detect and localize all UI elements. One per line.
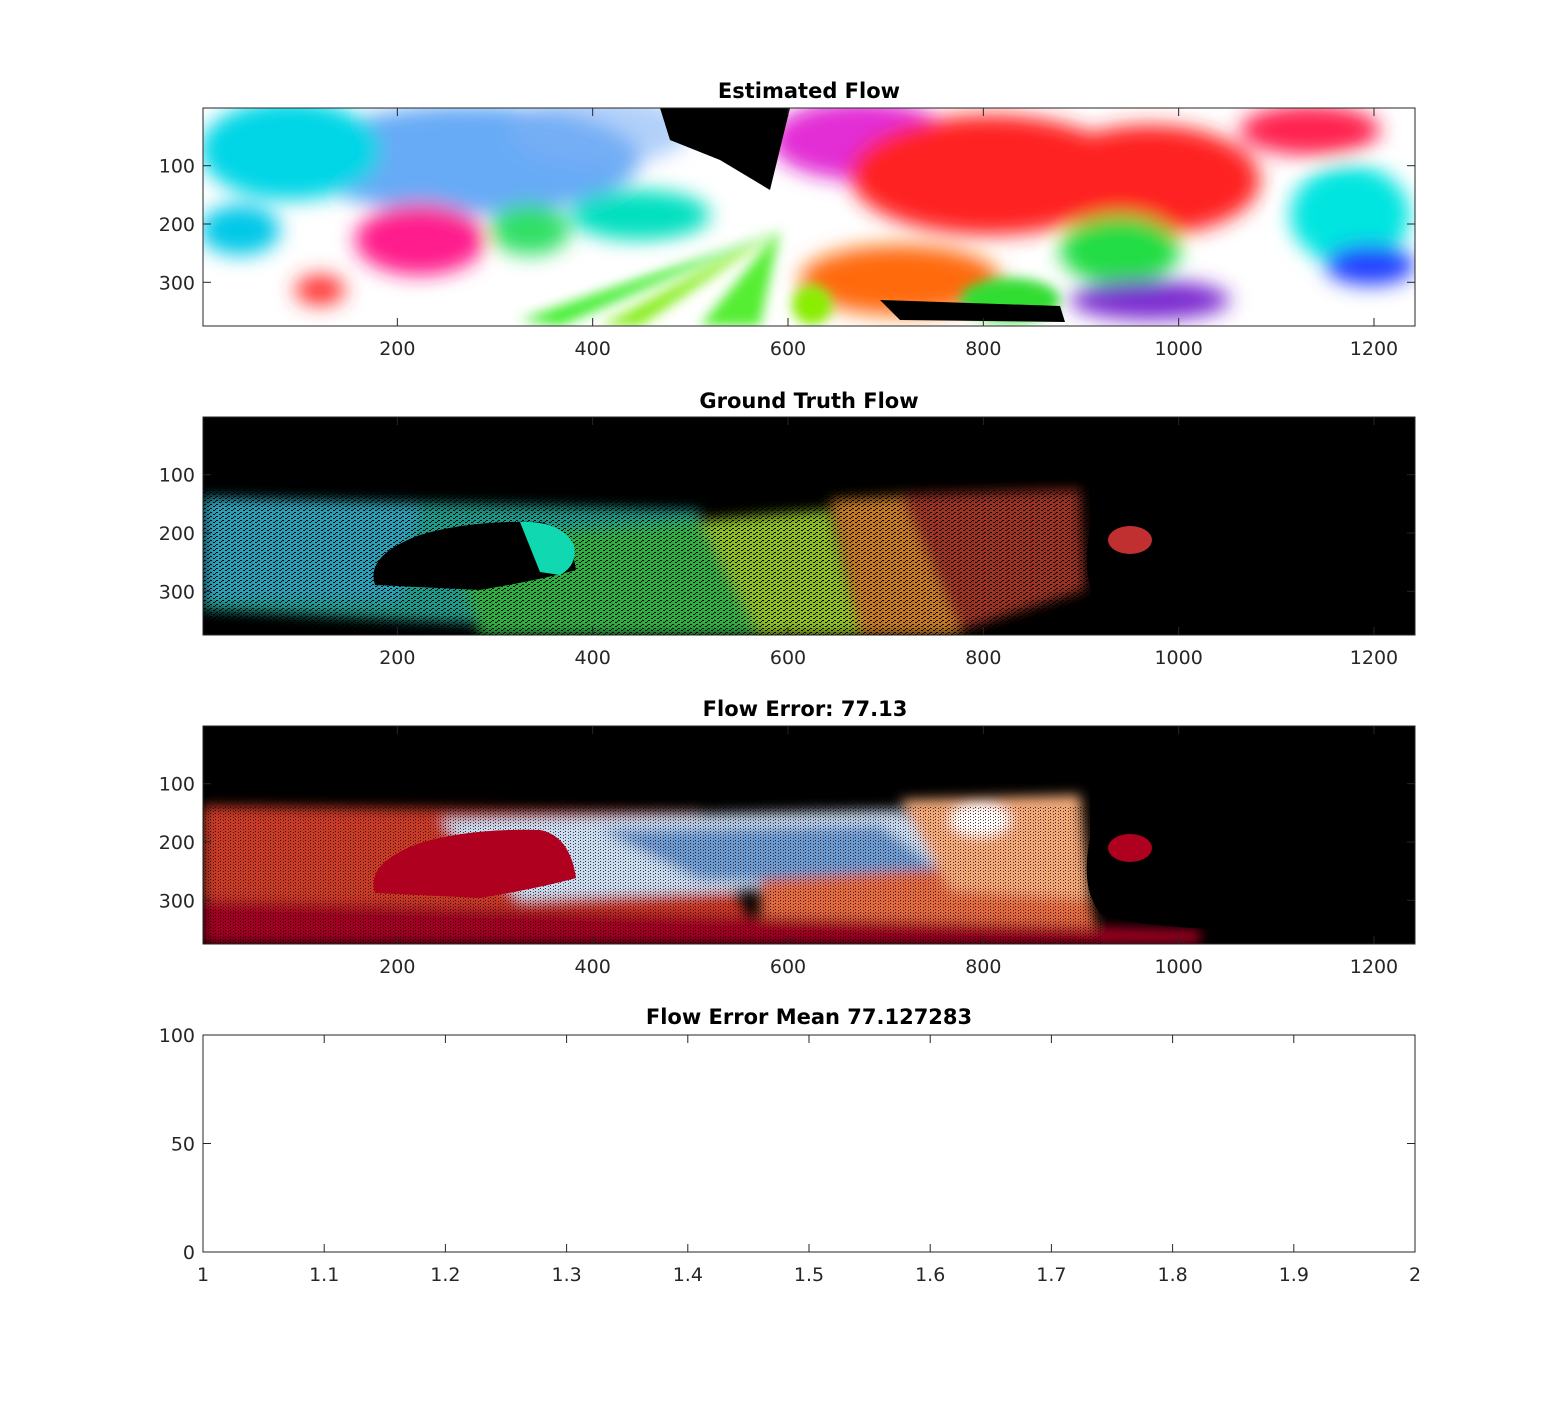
axes-frame-error-mean	[202, 1034, 1416, 1253]
y-tick-label: 50	[171, 1134, 195, 1156]
panel-flow-error-mean: Flow Error Mean 77.127283 1 1.1 1.2 1.3 1.4 1…	[159, 1005, 1421, 1286]
x-tick-label: 200	[379, 956, 415, 978]
x-tick-label: 1000	[1154, 956, 1202, 978]
axes-frame-estimated	[202, 107, 1416, 327]
panel-flow-error: Flow Error: 77.13 200 400 600 800 1000 1200 10…	[159, 697, 1416, 978]
x-tick-label: 600	[770, 956, 806, 978]
x-tick-label: 1.9	[1279, 1264, 1309, 1286]
x-tick-label: 400	[575, 647, 611, 669]
y-tick-label: 200	[159, 214, 195, 236]
x-tick-label: 600	[770, 338, 806, 360]
ticks-error: 200 400 600 800 1000 1200 100 200 300	[159, 726, 1415, 978]
x-tick-label: 1.3	[551, 1264, 581, 1286]
panel-title-estimated-flow: Estimated Flow	[718, 79, 900, 103]
axes-frame-error	[202, 725, 1416, 945]
x-tick-label: 1.8	[1157, 1264, 1187, 1286]
y-tick-label: 100	[159, 465, 195, 487]
x-tick-label: 1200	[1350, 647, 1398, 669]
flow-image-error	[203, 726, 1415, 944]
x-tick-label: 600	[770, 647, 806, 669]
x-tick-label: 1.6	[915, 1264, 945, 1286]
x-tick-label: 2	[1409, 1264, 1421, 1286]
y-tick-label: 300	[159, 890, 195, 912]
x-tick-label: 1.2	[430, 1264, 460, 1286]
x-tick-label: 400	[575, 956, 611, 978]
x-tick-label: 1.4	[673, 1264, 703, 1286]
x-tick-label: 1000	[1154, 647, 1202, 669]
x-tick-label: 1.7	[1036, 1264, 1066, 1286]
y-tick-label: 200	[159, 832, 195, 854]
x-tick-label: 1000	[1154, 338, 1202, 360]
panel-title-flow-error: Flow Error: 77.13	[703, 697, 908, 721]
flow-image-estimated	[203, 108, 1415, 326]
y-tick-label: 100	[159, 774, 195, 796]
ticks-ground-truth: 200 400 600 800 1000 1200 100 200 300	[159, 417, 1415, 669]
y-tick-label: 200	[159, 523, 195, 545]
axes-frame-ground-truth	[202, 416, 1416, 636]
ticks-estimated: 200 400 600 800 1000 1200 100 200 300	[159, 108, 1415, 360]
x-tick-label: 1.5	[794, 1264, 824, 1286]
x-tick-label: 800	[965, 956, 1001, 978]
y-tick-label: 100	[159, 156, 195, 178]
panel-title-flow-error-mean: Flow Error Mean 77.127283	[646, 1005, 972, 1029]
panel-estimated-flow: Estimated Flow	[159, 79, 1416, 360]
x-tick-label: 1200	[1350, 338, 1398, 360]
x-tick-label: 200	[379, 338, 415, 360]
panel-title-ground-truth-flow: Ground Truth Flow	[699, 389, 918, 413]
x-tick-label: 400	[575, 338, 611, 360]
flow-image-ground-truth	[203, 417, 1415, 635]
ticks-error-mean: 1 1.1 1.2 1.3 1.4 1.5 1.6 1.7 1.8 1.9 2 0 50 100	[159, 1025, 1421, 1286]
x-tick-label: 1.1	[309, 1264, 339, 1286]
x-tick-label: 1200	[1350, 956, 1398, 978]
x-tick-label: 800	[965, 338, 1001, 360]
panel-ground-truth-flow: Ground Truth Flow 200 400 600 800 1000 1200 10…	[159, 389, 1416, 669]
y-tick-label: 300	[159, 581, 195, 603]
x-tick-label: 800	[965, 647, 1001, 669]
x-tick-label: 1	[197, 1264, 209, 1286]
x-tick-label: 200	[379, 647, 415, 669]
y-tick-label: 300	[159, 272, 195, 294]
y-tick-label: 0	[183, 1242, 195, 1264]
y-tick-label: 100	[159, 1025, 195, 1047]
